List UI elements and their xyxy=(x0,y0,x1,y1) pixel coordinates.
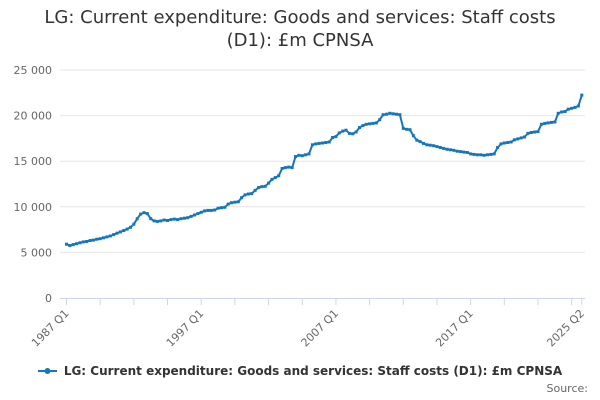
svg-text:25 000: 25 000 xyxy=(14,64,53,77)
legend-label: LG: Current expenditure: Goods and servi… xyxy=(63,364,563,378)
source-label: Source: xyxy=(546,382,589,395)
legend: LG: Current expenditure: Goods and servi… xyxy=(0,364,600,378)
x-axis-labels: 1987 Q1 1997 Q1 2007 Q1 2017 Q1 2025 Q2 xyxy=(29,307,587,350)
series-line-marker-icon xyxy=(37,368,57,374)
series-line xyxy=(65,93,584,248)
svg-text:20 000: 20 000 xyxy=(14,110,53,123)
y-axis-labels: 0 5 000 10 000 15 000 20 000 25 000 xyxy=(14,64,53,305)
svg-text:1987 Q1: 1987 Q1 xyxy=(29,307,72,350)
svg-text:2017 Q1: 2017 Q1 xyxy=(433,307,476,350)
svg-text:15 000: 15 000 xyxy=(14,155,53,168)
x-axis xyxy=(60,298,585,305)
svg-text:0: 0 xyxy=(45,292,52,305)
svg-text:10 000: 10 000 xyxy=(14,201,53,214)
svg-text:2007 Q1: 2007 Q1 xyxy=(299,307,342,350)
svg-text:5 000: 5 000 xyxy=(21,246,53,259)
chart-svg: 0 5 000 10 000 15 000 20 000 25 000 1987 Q1 199… xyxy=(14,64,587,350)
svg-text:2025 Q2: 2025 Q2 xyxy=(544,307,587,350)
page-title: LG: Current expenditure: Goods and servi… xyxy=(44,7,556,51)
svg-text:1997 Q1: 1997 Q1 xyxy=(164,307,207,350)
gridlines xyxy=(60,69,585,253)
legend-item[interactable]: LG: Current expenditure: Goods and servi… xyxy=(37,364,563,378)
